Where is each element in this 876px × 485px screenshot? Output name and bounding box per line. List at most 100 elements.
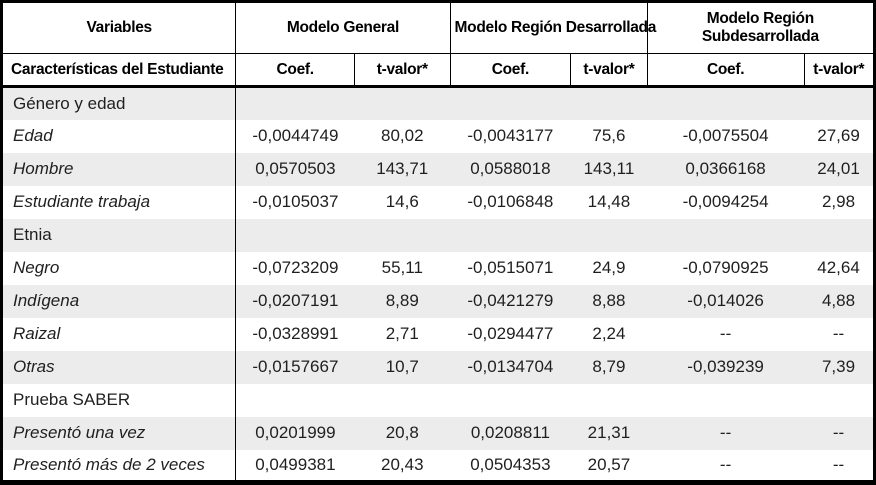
coef-value: -0,0723209 [252, 258, 339, 277]
coef-value: -0,0106848 [467, 192, 554, 211]
tvalue-value: 24,01 [817, 159, 860, 178]
tvalue-value: 75,6 [592, 126, 626, 145]
coef-value: -0,014026 [687, 291, 764, 310]
tvalue-value: 8,79 [592, 357, 626, 376]
tvalue-value: 14,6 [385, 192, 419, 211]
row-label: Presentó más de 2 veces [1, 449, 237, 483]
header-row-columns: Características del Estudiante Coef. t-v… [0, 53, 876, 88]
coef-value: -- [719, 423, 732, 442]
row-label: Raizal [1, 317, 237, 351]
tvalue-value: 24,9 [592, 258, 626, 277]
tvalue-value [355, 219, 451, 252]
coef-header-subdesarrollada: Coef. [646, 53, 805, 88]
coef-value: -0,039239 [687, 357, 764, 376]
coef-value: -0,0105037 [252, 192, 339, 211]
table-row: Raizal -0,0328991 2,71 -0,0294477 2,24 -- -- [1, 317, 875, 351]
tvalue-value: 4,88 [821, 291, 856, 310]
tvalue-value: 27,69 [817, 126, 860, 145]
coef-value: 0,0366168 [685, 159, 766, 178]
table-row: Negro -0,0723209 55,11 -0,0515071 24,9 -0,079… [1, 251, 875, 285]
table-row: Otras -0,0157667 10,7 -0,0134704 8,79 -0,0392… [1, 350, 875, 384]
tvalue-value: 20,57 [587, 454, 631, 474]
tvalue-value: -- [832, 324, 845, 343]
model-region-desarrollada-header: Modelo Región Desarrollada [449, 1, 656, 54]
tvalue-value [355, 384, 451, 417]
coef-value: 0,0588018 [470, 159, 551, 178]
tvalue-value: -- [832, 454, 845, 474]
tvalue-value: 21,31 [587, 423, 631, 442]
row-label: Edad [1, 119, 237, 153]
row-label: Presentó una vez [1, 416, 237, 450]
coef-value: -0,0790925 [682, 258, 769, 277]
coef-value [236, 384, 355, 417]
coef-value: -0,0094254 [682, 192, 769, 211]
row-label: Otras [1, 350, 237, 384]
section-row: Género y edad [1, 86, 875, 120]
coef-value [450, 219, 571, 252]
coef-value [236, 219, 355, 252]
coef-value: -0,0421279 [467, 291, 554, 310]
tvalue-value: 55,11 [381, 258, 423, 277]
coef-value: 0,0499381 [255, 454, 336, 474]
tvalue-value: 14,48 [587, 192, 631, 211]
tvalue-value: 10,7 [385, 357, 419, 376]
tvalue-value: 42,64 [817, 258, 860, 277]
table-row: Estudiante trabaja -0,0105037 14,6 -0,01068… [1, 185, 875, 219]
tvalue-value [804, 87, 874, 120]
coef-value: -0,0328991 [252, 324, 339, 343]
coef-value: -0,0515071 [467, 258, 554, 277]
tvalue-value: 143,11 [583, 159, 635, 178]
coef-value: 0,0208811 [470, 423, 550, 442]
coef-value [647, 384, 804, 417]
coef-value: 0,0201999 [255, 423, 336, 442]
tvalor-header-desarrollada: t-valor* [570, 53, 648, 88]
header-row-groups: Variables Modelo General Modelo Región D… [0, 1, 876, 54]
tvalue-value [804, 219, 874, 252]
table-body: Género y edad Edad -0,0044749 80,02 -0,00431… [1, 86, 875, 483]
coef-header-general: Coef. [235, 53, 355, 88]
section-label: Prueba SABER [1, 383, 237, 417]
tvalue-value: 2,98 [821, 192, 856, 211]
coef-header-desarrollada: Coef. [449, 53, 572, 88]
section-label: Género y edad [1, 86, 237, 120]
tvalue-value: 2,24 [592, 324, 626, 343]
row-label: Indígena [1, 284, 237, 318]
model-general-header: Modelo General [235, 1, 451, 54]
tvalue-value [355, 87, 451, 120]
tvalue-value: 8,89 [385, 291, 419, 310]
tvalue-value: 20,8 [385, 423, 419, 442]
table-row: Presentó más de 2 veces 0,0499381 20,43 0,0… [1, 449, 875, 483]
coef-value [236, 87, 355, 120]
coef-value [647, 87, 804, 120]
coef-value [450, 384, 571, 417]
table-row: Presentó una vez 0,0201999 20,8 0,0208811 21… [1, 416, 875, 450]
variables-header: Variables [0, 1, 237, 54]
section-label: Etnia [1, 218, 237, 252]
table-header: Variables Modelo General Modelo Región D… [0, 1, 876, 88]
coef-value: -0,0207191 [252, 291, 339, 310]
row-label: Negro [1, 251, 237, 285]
tvalue-value: 143,71 [376, 159, 429, 178]
coef-value: -- [719, 324, 732, 343]
row-label: Estudiante trabaja [1, 185, 237, 219]
table-row: Indígena -0,0207191 8,89 -0,0421279 8,88 -0,0… [1, 284, 875, 318]
tvalue-value: 80,02 [381, 126, 424, 145]
model-region-subdesarrollada-header: Modelo Región Subdesarrollada [646, 1, 876, 54]
section-row: Prueba SABER [1, 383, 875, 417]
tvalue-value: -- [832, 423, 845, 442]
tvalor-header-subdesarrollada: t-valor* [803, 53, 876, 88]
coef-value: -0,0044749 [252, 126, 339, 145]
tvalue-value: 20,43 [381, 454, 424, 474]
coef-value: -0,0294477 [467, 324, 554, 343]
coef-value: -0,0043177 [467, 126, 554, 145]
tvalue-value [571, 87, 647, 120]
tvalue-value [804, 384, 874, 417]
coef-value [450, 87, 571, 120]
coef-value: -- [719, 454, 732, 474]
tvalor-header-general: t-valor* [354, 53, 451, 88]
coef-value [647, 219, 804, 252]
tvalue-value [571, 219, 647, 252]
coef-value: -0,0157667 [252, 357, 339, 376]
tvalue-value [571, 384, 647, 417]
